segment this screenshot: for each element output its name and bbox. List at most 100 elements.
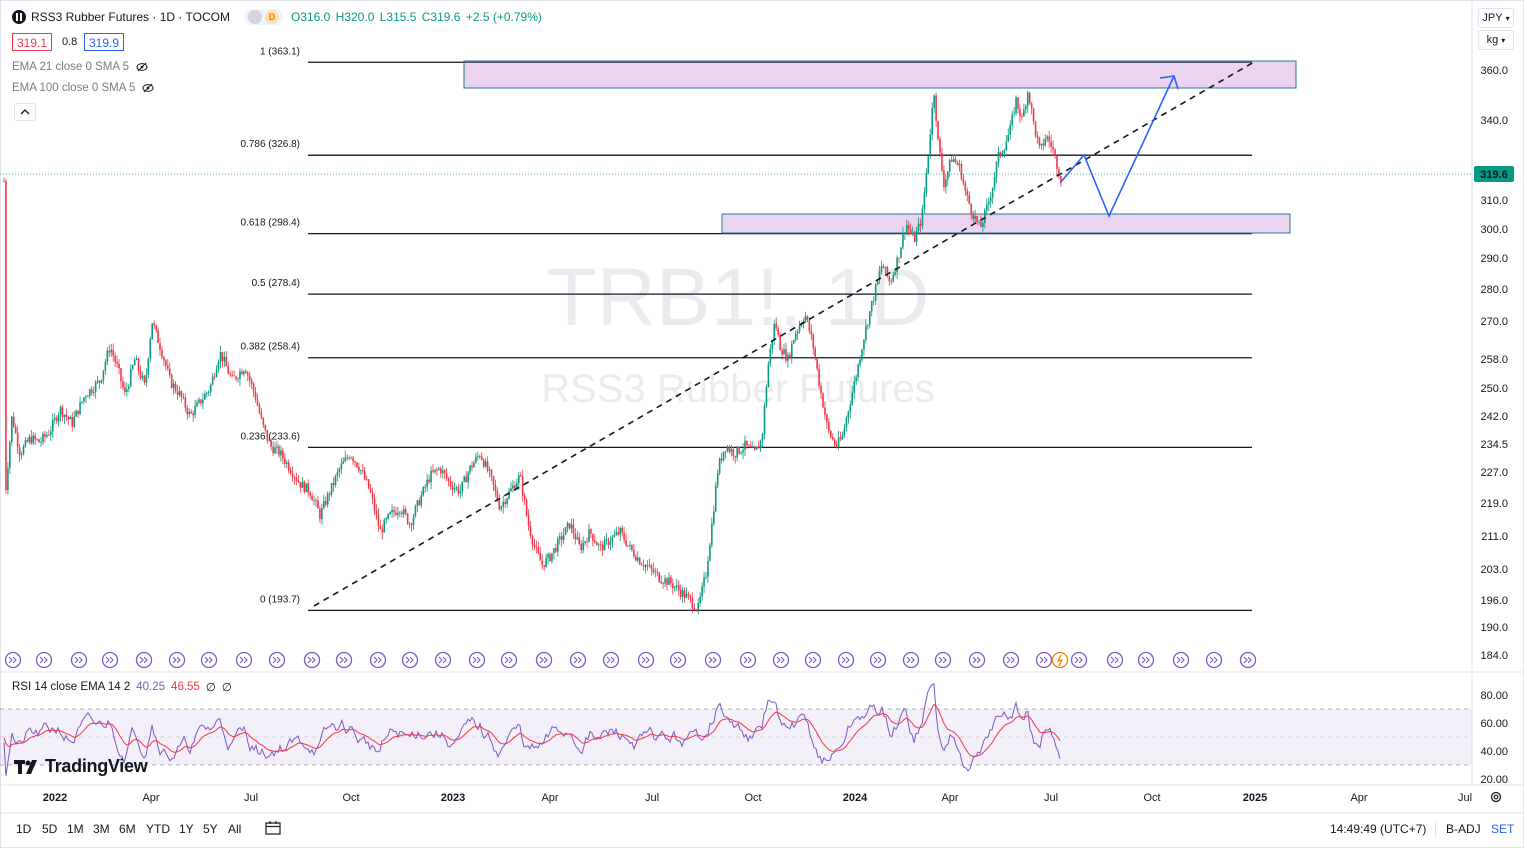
ema100-legend[interactable]: EMA 100 close 0 SMA 5 — [12, 82, 155, 94]
candle-body — [200, 399, 202, 404]
ema21-legend[interactable]: EMA 21 close 0 SMA 5 — [12, 61, 149, 73]
ohlc-low: L315.5 — [379, 10, 417, 24]
clock-display[interactable]: 14:49:49 (UTC+7) — [1330, 822, 1427, 836]
bid-price-button[interactable]: 319.1 — [12, 33, 53, 51]
rsi-ma-line[interactable] — [3, 703, 1061, 757]
dividend-marker-icon[interactable] — [35, 651, 53, 669]
resistance-zone[interactable] — [463, 60, 1297, 89]
tradingview-logo[interactable]: TradingView — [14, 756, 148, 777]
rsi-legend[interactable]: RSI 14 close EMA 14 2 40.25 46.55 ∅ ∅ — [12, 680, 232, 694]
candle-body — [697, 603, 699, 610]
timeframe-button-3m[interactable]: 3M — [93, 822, 110, 836]
dividend-marker-icon[interactable] — [1172, 651, 1190, 669]
dividend-marker-icon[interactable] — [369, 651, 387, 669]
dividend-marker-icon[interactable] — [101, 651, 119, 669]
candle-body — [672, 583, 674, 589]
candle-body — [440, 468, 442, 474]
dividend-marker-icon[interactable] — [235, 651, 253, 669]
timeframe-button-all[interactable]: All — [228, 822, 242, 836]
candlestick-series[interactable] — [3, 90, 1062, 615]
candle-body — [1019, 108, 1021, 117]
dividend-marker-icon[interactable] — [268, 651, 286, 669]
dividend-marker-icon[interactable] — [902, 651, 920, 669]
dividend-marker-icon[interactable] — [739, 651, 757, 669]
timeframe-button-5d[interactable]: 5D — [42, 822, 58, 836]
dividend-marker-icon[interactable] — [335, 651, 353, 669]
status-pill[interactable]: D — [243, 9, 283, 25]
rsi-empty-1: ∅ — [205, 682, 216, 694]
dividend-marker-icon[interactable] — [804, 651, 822, 669]
candle-body — [943, 170, 945, 188]
dividend-marker-icon[interactable] — [1002, 651, 1020, 669]
candle-body — [845, 417, 848, 428]
timeframe-button-ytd[interactable]: YTD — [146, 822, 170, 836]
dividend-marker-icon[interactable] — [303, 651, 321, 669]
double-chevron-icon — [1010, 656, 1015, 664]
hidden-eye-icon[interactable] — [135, 62, 149, 72]
trend-line[interactable] — [313, 61, 1255, 607]
dividend-marker-icon[interactable] — [1137, 651, 1155, 669]
candle-body — [98, 380, 101, 383]
dividend-marker-icon[interactable] — [468, 651, 486, 669]
candle-body — [757, 446, 760, 449]
dividend-marker-icon[interactable] — [434, 651, 452, 669]
dividend-marker-icon[interactable] — [1205, 651, 1223, 669]
dividend-marker-icon[interactable] — [704, 651, 722, 669]
candle-body — [584, 541, 586, 543]
candle-body — [190, 411, 192, 414]
dividend-marker-icon[interactable] — [837, 651, 855, 669]
dividend-marker-icon[interactable] — [500, 651, 518, 669]
dividend-marker-icon[interactable] — [70, 651, 88, 669]
dividend-marker-icon[interactable] — [1070, 651, 1088, 669]
currency-code: JPY — [1482, 12, 1503, 24]
candle-body — [274, 447, 276, 454]
dividend-marker-icon[interactable] — [968, 651, 986, 669]
dividend-marker-icon[interactable] — [569, 651, 587, 669]
timeframe-button-5y[interactable]: 5Y — [203, 822, 218, 836]
support-zone[interactable] — [721, 213, 1291, 234]
dividend-marker-icon[interactable] — [637, 651, 655, 669]
dividend-marker-icon[interactable] — [1035, 651, 1053, 669]
dividend-marker-icon[interactable] — [535, 651, 553, 669]
hidden-eye-icon[interactable] — [141, 83, 155, 93]
time-axis-label: Jul — [645, 792, 659, 804]
candle-body — [734, 456, 737, 458]
unit-selector[interactable]: kg ▾ — [1478, 30, 1514, 50]
dividend-marker-icon[interactable] — [772, 651, 790, 669]
candle-body — [958, 163, 961, 166]
projection-path[interactable] — [1059, 75, 1175, 218]
session-toggle[interactable]: SET — [1491, 822, 1515, 836]
candle-body — [1046, 136, 1049, 140]
symbol-title[interactable]: RSS3 Rubber Futures · 1D · TOCOM — [31, 10, 230, 24]
timeframe-button-6m[interactable]: 6M — [119, 822, 136, 836]
ask-price-button[interactable]: 319.9 — [84, 33, 125, 51]
rsi-line[interactable] — [3, 683, 1061, 777]
calendar-range-icon[interactable] — [264, 820, 282, 836]
gear-icon[interactable] — [1489, 790, 1503, 804]
candle-body — [806, 316, 809, 321]
dividend-marker-icon[interactable] — [934, 651, 952, 669]
dividend-marker-icon[interactable] — [4, 651, 22, 669]
dividend-marker-icon[interactable] — [135, 651, 153, 669]
timeframe-button-1d[interactable]: 1D — [16, 822, 32, 836]
candle-body — [469, 465, 471, 473]
candle-body — [789, 354, 791, 358]
candle-body — [931, 107, 933, 135]
double-chevron-icon — [276, 656, 281, 664]
dividend-marker-icon[interactable] — [200, 651, 218, 669]
candle-body — [863, 339, 865, 350]
dividend-marker-icon[interactable] — [1239, 651, 1257, 669]
dividend-marker-icon[interactable] — [168, 651, 186, 669]
dividend-marker-icon[interactable] — [602, 651, 620, 669]
dividend-marker-icon[interactable] — [1106, 651, 1124, 669]
timeframe-button-1m[interactable]: 1M — [67, 822, 84, 836]
timeframe-button-1y[interactable]: 1Y — [179, 822, 194, 836]
dividend-marker-icon[interactable] — [869, 651, 887, 669]
badj-toggle[interactable]: B-ADJ — [1446, 822, 1481, 836]
currency-selector[interactable]: JPY ▾ — [1478, 8, 1514, 28]
collapse-legend-button[interactable] — [14, 103, 36, 121]
dividend-marker-icon[interactable] — [669, 651, 687, 669]
candle-body — [535, 546, 538, 548]
dividend-marker-icon[interactable] — [401, 651, 419, 669]
